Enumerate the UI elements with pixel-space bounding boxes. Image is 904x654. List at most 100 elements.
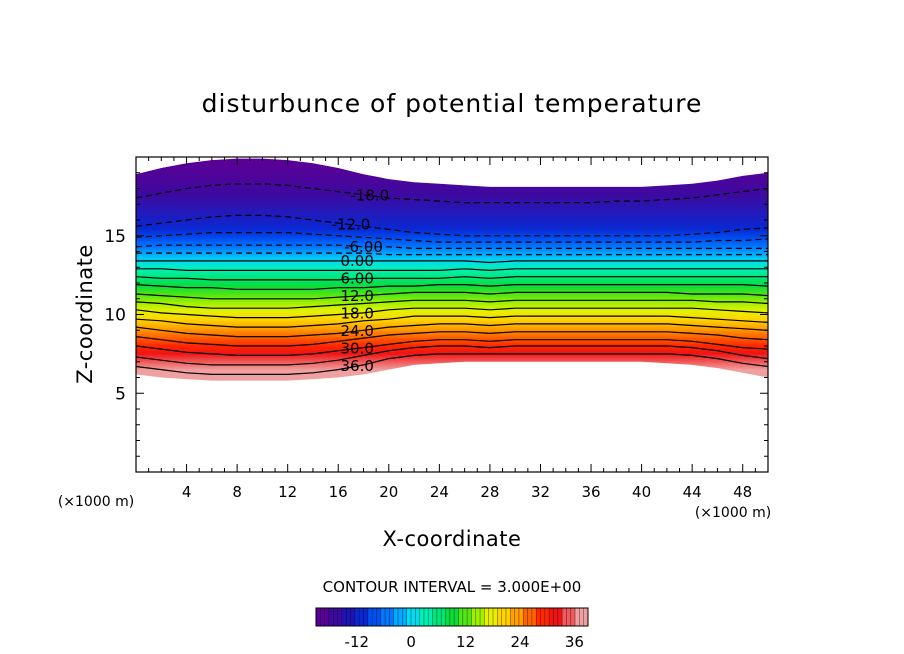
- y-unit-label: (×1000 m): [58, 494, 134, 510]
- colorbar-swatch: [385, 608, 390, 626]
- contour-line: [136, 299, 768, 309]
- colorbar-tick-label: -12: [345, 633, 370, 651]
- colorbar-swatch: [419, 608, 425, 626]
- colorbar-swatch: [428, 608, 433, 626]
- contour-line: [136, 339, 768, 356]
- colorbar-swatch: [570, 608, 576, 626]
- field-color-fill: [136, 158, 768, 381]
- axis-ticks: [136, 157, 768, 472]
- x-unit-label: (×1000 m): [695, 505, 771, 521]
- colorbar-swatch: [436, 608, 442, 626]
- colorbar-tick-label: 24: [510, 633, 529, 651]
- contour-lines: [136, 183, 768, 375]
- colorbar-swatch: [432, 608, 438, 626]
- plot-area: -18.0 -12.0 -6.000.006.0012.018.024.030.03…: [136, 158, 768, 381]
- contour-line: [136, 214, 768, 237]
- colorbar-swatch: [359, 608, 364, 626]
- colorbar-swatch: [531, 608, 537, 626]
- y-tick-label: 5: [115, 384, 126, 404]
- contour-label: -6.00: [344, 238, 383, 256]
- y-tick-labels: 5 10 15: [104, 227, 126, 404]
- contour-label: 30.0: [340, 339, 373, 357]
- colorbar-swatch: [354, 608, 360, 626]
- colorbar-swatch: [505, 608, 511, 626]
- x-tick-label: 48: [733, 483, 752, 501]
- contour-line: [136, 244, 768, 249]
- contour-label: 36.0: [340, 357, 373, 375]
- colorbar-swatch: [441, 608, 446, 626]
- colorbar-swatch: [549, 608, 554, 626]
- colorbar-swatch: [566, 608, 572, 626]
- colorbar-swatch: [372, 608, 377, 626]
- contour-label: 12.0: [340, 287, 373, 305]
- colorbar-swatch: [415, 608, 420, 626]
- x-tick-label: 16: [329, 483, 348, 501]
- colorbar-swatch: [510, 608, 515, 626]
- y-axis-label: Z-coordinate: [73, 244, 97, 384]
- colorbar-tick-label: 0: [406, 633, 416, 651]
- colorbar-swatch: [423, 608, 429, 626]
- x-tick-label: 44: [683, 483, 702, 501]
- colorbar-swatch: [337, 608, 343, 626]
- contour-line: [136, 232, 768, 243]
- colorbar-swatch: [324, 608, 330, 626]
- colorbar-swatch: [346, 608, 351, 626]
- colorbar-swatch: [367, 608, 373, 626]
- x-tick-label: 12: [278, 483, 297, 501]
- colorbar-swatch: [398, 608, 403, 626]
- contour-label: 6.00: [340, 270, 373, 288]
- contour-line: [136, 353, 768, 375]
- colorbar-swatch: [389, 608, 395, 626]
- colorbar-swatch: [488, 608, 494, 626]
- colorbar-swatch: [514, 608, 520, 626]
- x-tick-label: 4: [182, 483, 192, 501]
- x-tick-labels: 4 8 12 16 20 24 28 32 36 40 44 48: [182, 483, 752, 501]
- colorbar-swatch: [518, 608, 524, 626]
- colorbar-tick-label: 12: [456, 633, 475, 651]
- colorbar-swatch: [445, 608, 451, 626]
- contour-line: [136, 323, 768, 338]
- x-tick-label: 36: [581, 483, 600, 501]
- chart-title: disturbunce of potential temperature: [202, 89, 703, 118]
- colorbar-swatch: [493, 608, 498, 626]
- colorbar-swatch: [328, 608, 334, 626]
- colorbar-swatch: [406, 608, 412, 626]
- colorbar-swatch: [497, 608, 502, 626]
- colorbar-swatch: [475, 608, 481, 626]
- contour-line: [136, 315, 768, 328]
- x-tick-label: 28: [480, 483, 499, 501]
- contour-line: [136, 252, 768, 256]
- colorbar-tick-labels: -12 0 12 24 36: [345, 633, 584, 651]
- colorbar-swatch: [575, 608, 580, 626]
- colorbar-swatch: [501, 608, 507, 626]
- colorbar-swatch: [380, 608, 386, 626]
- contour-label: 0.00: [340, 252, 373, 270]
- colorbar-swatch: [341, 608, 347, 626]
- colorbar-swatch: [363, 608, 369, 626]
- colorbar-swatch: [376, 608, 382, 626]
- contour-labels: -18.0 -12.0 -6.000.006.0012.018.024.030.03…: [331, 187, 389, 376]
- x-tick-label: 32: [531, 483, 550, 501]
- colorbar-swatch: [579, 608, 584, 626]
- colorbar-swatch: [484, 608, 489, 626]
- colorbar-swatch: [462, 608, 468, 626]
- contour-interval-text: CONTOUR INTERVAL = 3.000E+00: [323, 578, 582, 596]
- contour-label: 18.0: [340, 304, 373, 322]
- colorbar-swatch: [333, 608, 338, 626]
- colorbar-swatch: [557, 608, 563, 626]
- colorbar-swatch: [402, 608, 407, 626]
- contour-line: [136, 307, 768, 319]
- x-axis-label: X-coordinate: [383, 527, 522, 551]
- colorbar-swatch: [544, 608, 550, 626]
- contour-label: -12.0: [331, 216, 370, 234]
- colorbar-swatch: [449, 608, 455, 626]
- colorbar: [315, 607, 589, 627]
- colorbar-swatch: [471, 608, 477, 626]
- colorbar-swatch: [536, 608, 541, 626]
- contour-line: [136, 268, 768, 272]
- contour-line: [136, 291, 768, 300]
- colorbar-swatch: [583, 608, 589, 626]
- colorbar-swatch: [553, 608, 559, 626]
- colorbar-swatch: [540, 608, 546, 626]
- contour-label: -18.0: [350, 187, 389, 205]
